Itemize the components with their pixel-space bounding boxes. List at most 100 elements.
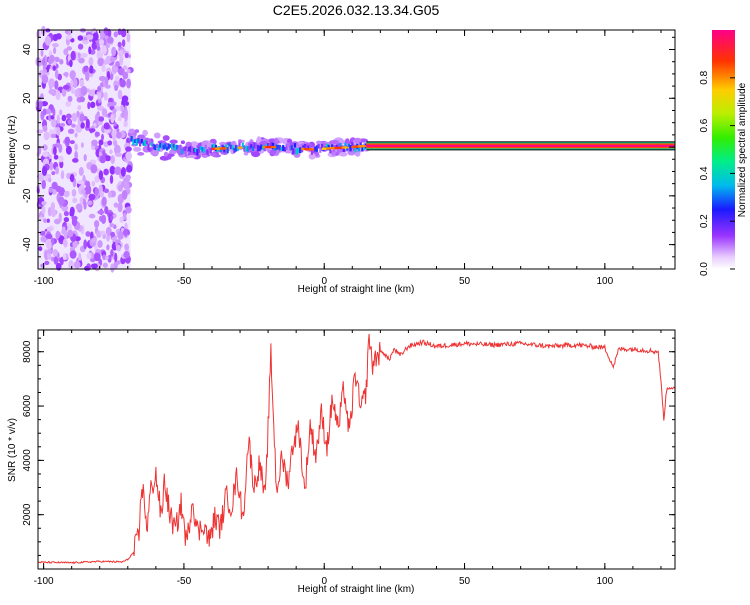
noise-speckle — [86, 34, 94, 40]
noise-speckle — [65, 34, 73, 40]
band-segment — [228, 143, 231, 147]
band-segment — [325, 143, 329, 148]
band-segment — [241, 142, 244, 149]
noise-speckle — [84, 265, 90, 271]
band-segment — [132, 139, 135, 145]
band-peak — [341, 146, 350, 149]
noise-speckle — [117, 89, 123, 100]
noise-speckle — [89, 65, 94, 74]
figure-title: C2E5.2026.032.13.34.G05 — [273, 2, 440, 18]
band-segment — [243, 146, 246, 152]
noise-speckle — [122, 71, 129, 80]
band-segment — [213, 143, 216, 149]
band-segment — [226, 147, 229, 154]
band-halo — [163, 151, 169, 157]
noise-speckle — [114, 85, 118, 91]
noise-speckle — [98, 39, 105, 46]
snr-x-tick-label: -100 — [34, 576, 54, 587]
noise-speckle — [44, 35, 52, 46]
band-segment — [145, 140, 148, 145]
noise-speckle — [41, 201, 47, 206]
noise-speckle — [127, 54, 132, 59]
noise-speckle — [48, 88, 55, 95]
noise-speckle — [123, 181, 130, 190]
noise-speckle — [50, 202, 56, 211]
carrier-peak — [366, 144, 675, 147]
band-peak — [329, 146, 336, 150]
noise-speckle — [90, 263, 98, 269]
noise-speckle — [65, 101, 72, 107]
band-halo — [256, 136, 262, 144]
noise-speckle — [97, 240, 103, 248]
noise-speckle — [45, 233, 53, 239]
noise-speckle — [101, 64, 106, 72]
band-halo — [338, 152, 348, 157]
noise-speckle — [41, 74, 49, 84]
band-segment — [154, 144, 157, 151]
snr-y-ticks: 2000 4000 6000 8000 — [22, 337, 675, 570]
band-segment — [182, 146, 185, 151]
band-segment — [310, 149, 313, 155]
band-segment — [176, 145, 179, 150]
band-segment — [169, 144, 172, 148]
band-segment — [315, 145, 318, 152]
noise-speckle — [126, 164, 133, 173]
band-segment — [184, 146, 187, 151]
band-segment — [209, 147, 212, 154]
band-halo — [150, 149, 159, 156]
band-peak — [357, 144, 367, 148]
colorbar-tick-label: 0.6 — [699, 118, 710, 132]
noise-speckle — [117, 184, 123, 192]
band-segment — [152, 143, 155, 150]
noise-speckle — [100, 82, 104, 88]
noise-speckle — [121, 189, 128, 200]
noise-speckle — [84, 186, 90, 195]
band-segment — [288, 145, 292, 151]
spectrogram-frame — [37, 29, 676, 270]
noise-speckle — [77, 35, 84, 41]
band-halo — [137, 152, 145, 156]
noise-speckle — [87, 101, 91, 110]
noise-speckle — [68, 260, 74, 270]
noise-speckle — [91, 139, 98, 146]
noise-speckle — [70, 38, 75, 43]
noise-speckle — [62, 253, 67, 261]
noise-speckle — [106, 234, 110, 242]
band-segment — [235, 145, 238, 152]
noise-speckle — [104, 84, 111, 89]
noise-speckle — [110, 155, 115, 164]
noise-speckle — [117, 28, 122, 36]
band-halo — [270, 149, 277, 155]
noise-speckle — [69, 140, 75, 145]
band-segment — [171, 143, 174, 150]
band-segment — [361, 144, 364, 152]
noise-speckle — [65, 29, 69, 34]
noise-speckle — [55, 166, 59, 175]
band-segment — [363, 145, 366, 150]
band-segment — [159, 142, 162, 148]
noise-speckle — [42, 151, 49, 158]
noise-speckle — [96, 230, 102, 238]
noise-speckle — [67, 229, 74, 238]
noise-speckle — [47, 207, 52, 217]
noise-speckle — [61, 87, 67, 97]
band-segment — [253, 142, 256, 149]
noise-speckle — [98, 139, 104, 146]
band-segment — [167, 143, 170, 150]
noise-speckle — [126, 68, 131, 74]
noise-speckle — [41, 166, 48, 176]
noise-speckle — [125, 206, 132, 214]
band-halo — [201, 154, 209, 158]
noise-speckle — [104, 206, 109, 215]
noise-speckle — [98, 170, 104, 181]
noise-speckle — [41, 179, 46, 190]
noise-speckle — [73, 261, 81, 269]
noise-speckle — [85, 231, 91, 237]
noise-speckle — [55, 185, 62, 193]
noise-speckle — [64, 136, 71, 145]
band-peak — [219, 147, 228, 150]
noise-speckle — [97, 210, 105, 215]
band-segment — [304, 144, 307, 149]
band-segment — [334, 144, 337, 149]
noise-speckle — [101, 108, 108, 117]
